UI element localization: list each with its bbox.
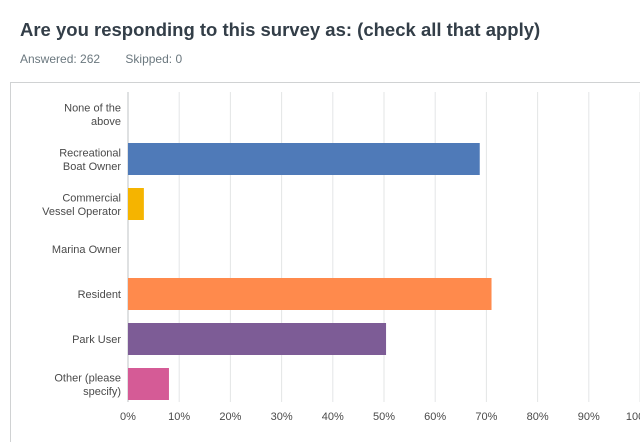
x-tick-label: 60% (424, 411, 446, 423)
x-tick-label: 50% (373, 411, 395, 423)
question-title: Are you responding to this survey as: (c… (20, 19, 541, 40)
category-label: Recreational Boat Owner (59, 147, 121, 173)
category-label: Park User (72, 334, 121, 346)
skipped-count: Skipped: 0 (125, 52, 183, 66)
category-label: Marina Owner (52, 244, 121, 256)
category-label: Commercial Vessel Operator (42, 192, 121, 218)
bar (128, 323, 387, 355)
x-tick-label: 100% (626, 411, 640, 423)
bar-chart: 0% 10% 20% 30% 40% 50% 60% 70% 80% 90% 100% None of… (42, 92, 640, 423)
category-label: Resident (78, 289, 121, 301)
x-tick-label: 20% (219, 411, 241, 423)
category-label: Other (please specify) (54, 372, 121, 398)
survey-question-panel: Are you responding to this survey as: (c… (10, 19, 640, 442)
x-tick-label: 90% (578, 411, 600, 423)
x-tick-label: 30% (271, 411, 293, 423)
x-tick-label: 10% (168, 411, 190, 423)
response-stats: Answered: 262 Skipped: 0 (20, 52, 204, 66)
x-tick-label: 40% (322, 411, 344, 423)
x-tick-label: 70% (475, 411, 497, 423)
chart-frame (10, 82, 640, 442)
answered-count: Answered: 262 (20, 52, 101, 66)
x-tick-label: 0% (120, 411, 136, 423)
bar (128, 278, 492, 310)
x-tick-label: 80% (527, 411, 549, 423)
category-label: None of the above (64, 102, 121, 128)
bar (128, 368, 169, 400)
bar (128, 188, 144, 220)
bar (128, 143, 480, 175)
